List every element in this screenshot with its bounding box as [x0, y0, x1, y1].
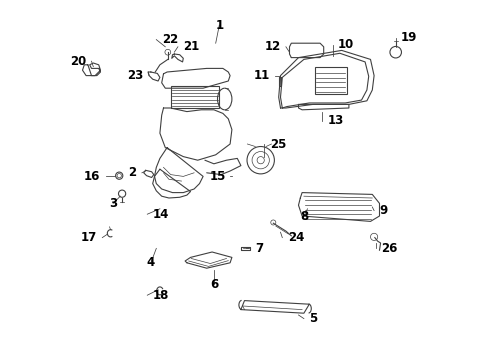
- Text: 7: 7: [255, 242, 263, 255]
- Text: 9: 9: [379, 204, 387, 217]
- Text: 26: 26: [381, 242, 397, 255]
- Text: 15: 15: [210, 170, 226, 183]
- Text: 23: 23: [127, 69, 143, 82]
- Text: 10: 10: [337, 39, 354, 51]
- Text: 18: 18: [152, 289, 169, 302]
- Text: 2: 2: [128, 166, 136, 179]
- Text: 21: 21: [183, 40, 199, 53]
- Text: 16: 16: [84, 170, 101, 183]
- Text: 5: 5: [309, 312, 317, 325]
- Text: 12: 12: [264, 40, 280, 53]
- Text: 1: 1: [215, 19, 223, 32]
- Text: 4: 4: [146, 256, 155, 269]
- Text: 11: 11: [253, 69, 269, 82]
- Bar: [170, 86, 219, 108]
- Bar: [314, 67, 346, 94]
- Text: 25: 25: [269, 138, 285, 150]
- Text: 19: 19: [400, 31, 417, 44]
- Text: 24: 24: [287, 231, 304, 244]
- Text: 20: 20: [70, 55, 86, 68]
- Text: 22: 22: [162, 33, 178, 46]
- Text: 3: 3: [109, 197, 117, 210]
- Text: 6: 6: [209, 278, 218, 291]
- Text: 14: 14: [152, 208, 169, 221]
- Text: 13: 13: [326, 114, 343, 127]
- Text: 17: 17: [81, 231, 97, 244]
- Text: 8: 8: [299, 210, 307, 222]
